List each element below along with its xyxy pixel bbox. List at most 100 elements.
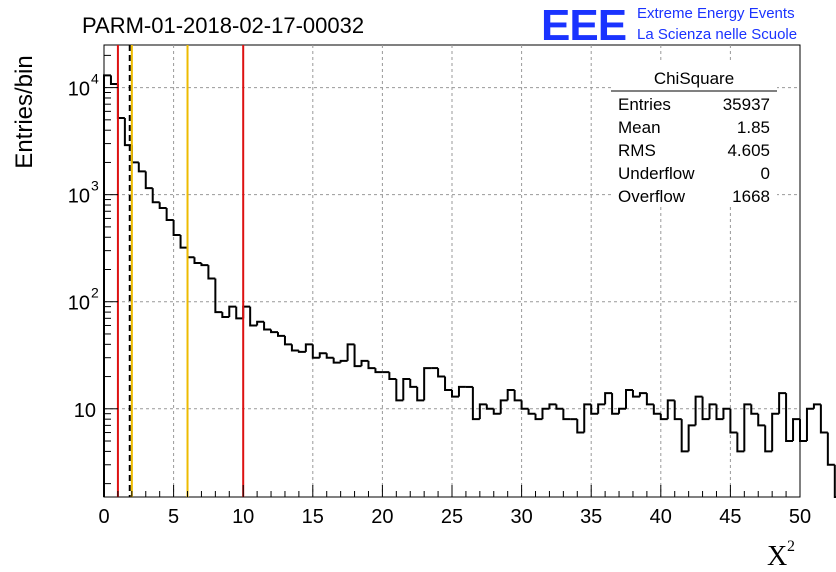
histogram-bin — [638, 392, 647, 397]
stats-row-value: 4.605 — [727, 141, 770, 160]
histogram-bin — [680, 419, 689, 453]
histogram-bin — [513, 389, 522, 402]
y-axis-title: Entries/bin — [11, 55, 38, 168]
histogram-bin — [214, 278, 223, 314]
histogram-bin — [548, 403, 557, 409]
eee-logo-letters: EEE — [541, 1, 626, 50]
histogram-bin — [367, 360, 376, 370]
stats-box-background — [611, 63, 777, 207]
histogram-bin — [402, 377, 411, 401]
histogram-bin — [618, 407, 626, 414]
histogram-bin — [792, 418, 800, 442]
histogram-bin — [576, 419, 585, 434]
histogram-bin — [353, 344, 362, 368]
x-axis-title-exponent: 2 — [787, 538, 795, 555]
histogram-bin — [221, 312, 230, 319]
histogram-bin — [130, 145, 139, 164]
reference-lines — [116, 45, 245, 497]
histogram-bin — [457, 385, 466, 397]
histogram-bin — [451, 389, 459, 398]
x-tick-label: 45 — [719, 506, 741, 528]
histogram-bin — [200, 263, 209, 267]
histogram-bin — [290, 344, 299, 352]
histogram-bin — [819, 404, 828, 434]
x-tick-label: 20 — [371, 506, 393, 528]
histogram-bin — [109, 75, 118, 86]
histogram-bin — [625, 388, 633, 409]
histogram-bin — [339, 359, 348, 363]
x-tick-label: 25 — [441, 506, 463, 528]
histogram-bin — [805, 407, 814, 442]
histogram-bin — [256, 320, 265, 326]
histogram-bin — [590, 404, 599, 415]
stats-row-value: 1668 — [732, 187, 770, 206]
histogram-bin — [499, 399, 508, 414]
stats-box-title: ChiSquare — [654, 69, 734, 88]
histogram-bin — [235, 306, 244, 320]
histogram-bin — [583, 403, 592, 433]
stats-row-label: Underflow — [618, 164, 695, 183]
histogram-bin — [374, 368, 383, 374]
histogram-bin — [304, 343, 313, 352]
histogram-bin — [771, 412, 780, 452]
histogram-bin — [597, 403, 606, 414]
histogram-bin — [485, 404, 494, 410]
histogram-bin — [785, 393, 794, 443]
histogram-bin — [757, 413, 766, 427]
histogram-bin — [423, 367, 432, 401]
histogram-bin — [562, 408, 571, 421]
grid — [104, 45, 800, 497]
histogram-bin — [325, 353, 334, 359]
histogram-bin — [750, 404, 759, 415]
histogram-bin — [311, 344, 320, 359]
histogram-bin — [506, 388, 515, 401]
stats-box: ChiSquare Entries 35937 Mean 1.85 RMS 4.605 Un… — [611, 63, 777, 207]
histogram-bin — [555, 404, 564, 410]
stats-row-value: 35937 — [723, 95, 770, 114]
histogram-bin — [360, 359, 369, 367]
eee-logo: EEE Extreme Energy Events La Scienza nel… — [541, 1, 797, 50]
histogram-bin — [645, 393, 654, 406]
eee-logo-line1: Extreme Energy Events — [637, 5, 795, 22]
y-tick-label: 10 — [74, 400, 96, 422]
histogram-bin — [228, 305, 237, 318]
histogram-bin — [631, 389, 640, 398]
histogram-bin — [249, 306, 258, 327]
histogram-bin — [318, 352, 327, 358]
histogram-bin — [833, 464, 836, 498]
histogram-bin — [673, 400, 682, 421]
histogram-bin — [116, 84, 125, 120]
x-tick-label: 35 — [580, 506, 602, 528]
histogram-bin — [346, 343, 355, 361]
histogram-bin — [492, 408, 501, 415]
histogram-bin — [694, 395, 703, 426]
histogram-bin — [471, 386, 480, 421]
histogram-bin — [444, 376, 452, 391]
histogram-bin — [604, 392, 613, 405]
histogram-bin — [123, 118, 132, 147]
histogram-bin — [179, 235, 188, 249]
histogram-bin — [277, 332, 285, 337]
histogram-bin — [520, 400, 529, 410]
stats-row-label: Mean — [618, 118, 661, 137]
y-tick-label: 10 — [68, 293, 90, 315]
histogram-bin — [729, 408, 738, 434]
stats-row-label: Entries — [618, 95, 671, 114]
histogram-bin — [764, 425, 773, 453]
chart-title: PARM-01-2018-02-17-00032 — [82, 13, 364, 38]
y-tick-label-exponent: 2 — [91, 285, 99, 301]
histogram-bin — [165, 208, 174, 221]
histogram-bin — [409, 378, 418, 388]
histogram-bin — [186, 247, 195, 259]
histogram-bin — [158, 202, 167, 210]
histogram-bin — [207, 265, 216, 280]
x-tick-label: 10 — [232, 506, 254, 528]
histogram-bin — [687, 424, 696, 452]
histogram-bin — [541, 407, 550, 420]
histogram-bin — [527, 408, 536, 415]
histogram-bin — [297, 350, 306, 353]
histogram-bin — [534, 413, 543, 421]
histogram-bin — [743, 403, 752, 452]
histogram-bin — [193, 257, 202, 265]
